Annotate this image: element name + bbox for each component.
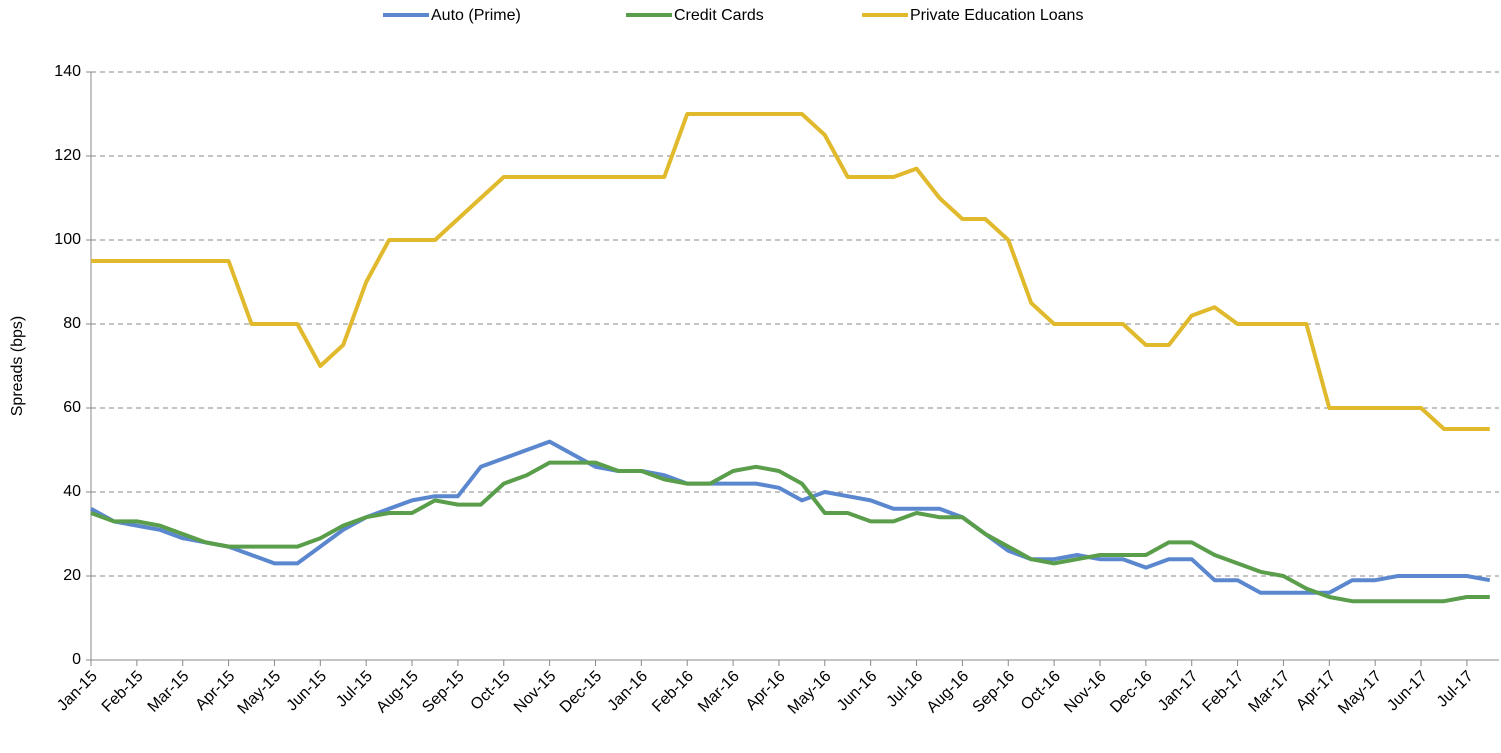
legend-label: Credit Cards [674,7,764,24]
legend-label: Private Education Loans [910,7,1083,24]
x-tick-label: Oct-15 [468,668,514,714]
line-series [91,112,1490,431]
y-tick-label: 0 [72,651,81,668]
x-tick-label: May-15 [235,668,285,718]
x-tick-label: Aug-16 [924,668,973,717]
x-tick-label: Dec-15 [557,668,606,717]
x-tick-label: Sep-15 [419,668,468,717]
x-tick-label: Feb-15 [99,668,147,716]
y-axis-label: Spreads (bps) [9,316,26,417]
x-tick-label: Mar-15 [145,668,193,716]
x-tick-label: Jan-15 [54,668,101,715]
x-tick-label: Jul-15 [333,668,376,711]
x-tick-label: Oct-16 [1018,668,1064,714]
x-tick-label: Nov-16 [1061,668,1110,717]
line-series [90,439,1491,595]
legend-label: Auto (Prime) [431,7,521,24]
x-tick-label: Feb-17 [1200,668,1248,716]
y-tick-label: 140 [54,63,81,80]
x-tick-label: Dec-16 [1107,668,1156,717]
x-tick-label: May-17 [1335,668,1385,718]
line-series [90,460,1490,604]
x-tick-label: Apr-15 [192,668,238,714]
x-tick-label: Sep-16 [970,668,1019,717]
y-tick-label: 40 [63,483,81,500]
y-tick-label: 100 [54,231,81,248]
y-tick-label: 20 [63,567,81,584]
x-tick-label: May-16 [785,668,835,718]
x-tick-label: Jul-16 [884,668,927,711]
x-tick-label: Mar-16 [695,668,743,716]
x-tick-label: Jan-16 [605,668,652,715]
x-tick-label: Jun-15 [284,668,331,715]
x-tick-label: Apr-16 [743,668,789,714]
x-tick-label: Feb-16 [649,668,697,716]
y-tick-label: 80 [63,315,81,332]
x-tick-label: Aug-15 [373,668,422,717]
x-tick-label: Apr-17 [1293,668,1339,714]
x-tick-label: Jun-17 [1384,668,1431,715]
y-tick-label: 120 [54,147,81,164]
x-tick-label: Jun-16 [834,668,881,715]
x-tick-label: Jul-17 [1434,668,1477,711]
x-tick-label: Mar-17 [1245,668,1293,716]
x-tick-label: Nov-15 [511,668,560,717]
y-tick-label: 60 [63,399,81,416]
x-tick-label: Jan-17 [1155,668,1202,715]
